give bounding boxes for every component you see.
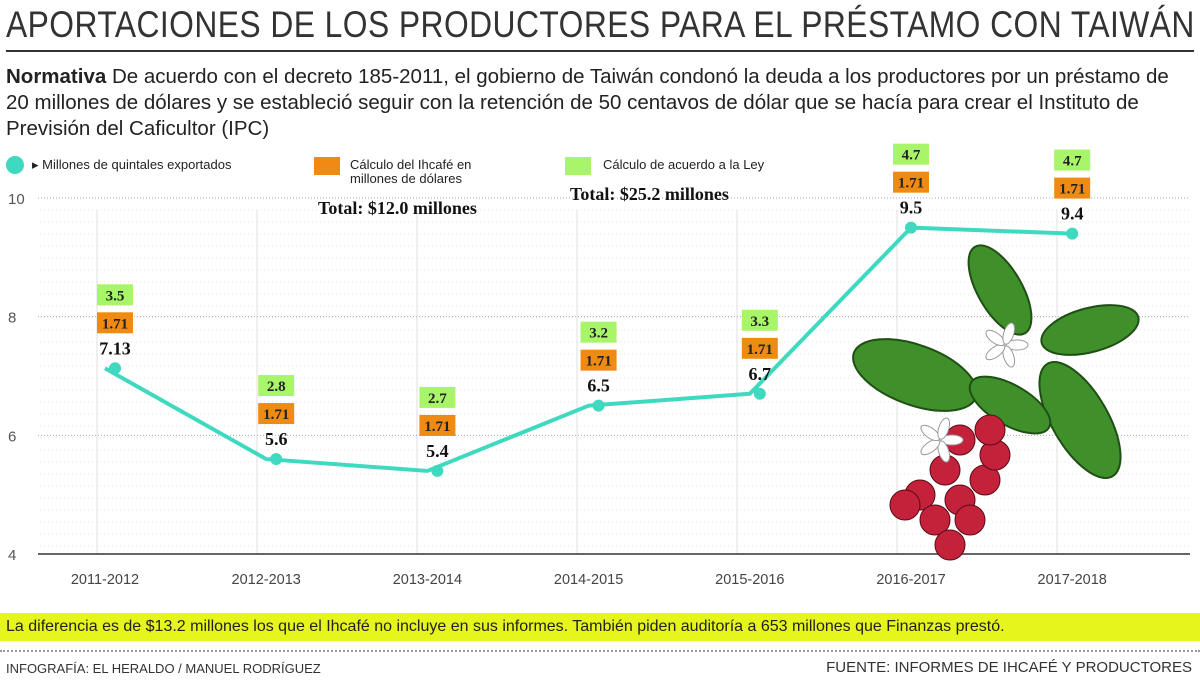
ley-label: 2.7 (428, 391, 447, 407)
coffee-plant-illustration (852, 244, 1140, 561)
ihcafe-box (258, 403, 295, 425)
intro-body: De acuerdo con el decreto 185-2011, el g… (6, 65, 1169, 140)
coffee-flower-petal (985, 343, 1006, 361)
coffee-berry (919, 504, 951, 536)
ihcafe-box (580, 349, 617, 371)
ley-box (893, 143, 929, 165)
point-label: 7.13 (99, 338, 131, 358)
title-divider (6, 50, 1194, 52)
ley-label: 3.3 (750, 314, 769, 330)
ihcafe-label: 1.71 (1059, 182, 1085, 198)
ley-label: 2.8 (267, 379, 286, 395)
coffee-flower-petal (1005, 339, 1029, 351)
data-point (753, 387, 766, 400)
page-title: APORTACIONES DE LOS PRODUCTORES PARA EL … (6, 4, 1195, 45)
y-tick-label: 4 (8, 547, 16, 564)
legend-green: Cálculo de acuerdo a la Ley (603, 157, 765, 172)
x-tick-label: 2016-2017 (876, 572, 945, 588)
coffee-flower-petal (920, 424, 941, 442)
intro-lead: Normativa (6, 65, 107, 88)
legend-orange: Cálculo del Ihcafé en millones de dólare… (350, 158, 471, 186)
credit: INFOGRAFÍA: EL HERALDO / MANUEL RODRÍGUE… (6, 661, 321, 676)
ihcafe-label: 1.71 (747, 342, 773, 358)
legend-green-swatch (565, 157, 591, 175)
ihcafe-label: 1.71 (102, 316, 128, 332)
ley-box (97, 284, 133, 306)
legend-orange-swatch (314, 157, 340, 175)
ley-box (1054, 149, 1091, 171)
ley-box (741, 309, 778, 331)
y-tick-label: 10 (8, 191, 25, 208)
coffee-berry (954, 504, 986, 536)
ihcafe-box (419, 414, 456, 436)
y-tick-label: 8 (8, 310, 16, 327)
ley-box (258, 375, 295, 397)
coffee-flower-petal (1002, 345, 1016, 368)
coffee-berry (974, 414, 1006, 446)
intro-text: Normativa De acuerdo con el decreto 185-… (6, 64, 1196, 142)
ihcafe-box (893, 171, 929, 193)
legend-line-label: ▸ Millones de quintales exportados (32, 157, 232, 172)
point-label: 5.4 (426, 441, 449, 461)
ley-label: 3.2 (589, 326, 608, 342)
coffee-flower-petal (937, 417, 951, 440)
leaf (1038, 360, 1122, 480)
leaf (967, 244, 1033, 336)
coffee-berry (889, 489, 921, 521)
point-label: 5.6 (265, 429, 288, 449)
data-point (270, 453, 283, 466)
ihcafe-label: 1.71 (585, 354, 611, 370)
ihcafe-box (741, 337, 778, 359)
leaf (852, 338, 978, 412)
legend-orange-label-1: Cálculo del Ihcafé en (350, 157, 472, 172)
legend-orange-label-2: millones de dólares (350, 171, 463, 186)
point-label: 9.4 (1061, 204, 1084, 224)
point-label: 6.7 (749, 364, 772, 384)
source: FUENTE: INFORMES DE IHCAFÉ Y PRODUCTORES (826, 659, 1192, 676)
ihcafe-box (1054, 177, 1091, 199)
y-tick-label: 6 (8, 428, 16, 445)
data-point (1066, 227, 1079, 240)
total-ihcafe: Total: $12.0 millones (318, 198, 477, 218)
coffee-flower-petal (920, 438, 941, 456)
ley-label: 3.5 (106, 288, 125, 304)
data-point (592, 399, 605, 412)
coffee-flower-petal (940, 434, 964, 446)
leaf (1040, 304, 1140, 356)
x-tick-label: 2014-2015 (554, 572, 623, 588)
x-tick-label: 2017-2018 (1038, 572, 1107, 588)
footer-divider (0, 650, 1200, 652)
data-point (905, 221, 917, 234)
ley-label: 4.7 (1063, 154, 1082, 170)
coffee-flower-petal (937, 440, 951, 463)
ihcafe-label: 1.71 (898, 176, 924, 192)
x-tick-label: 2012-2013 (232, 572, 301, 588)
x-tick-label: 2013-2014 (393, 572, 462, 588)
ley-label: 4.7 (902, 148, 921, 164)
x-tick-label: 2011-2012 (71, 572, 139, 588)
coffee-flower-petal (985, 329, 1006, 347)
x-tick-label: 2015-2016 (715, 572, 784, 588)
ihcafe-label: 1.71 (424, 419, 450, 435)
legend-line-marker (6, 156, 24, 174)
coffee-berry (934, 529, 966, 561)
ihcafe-label: 1.71 (263, 407, 289, 423)
highlight-note: La diferencia es de $13.2 millones los q… (0, 613, 1200, 641)
point-label: 9.5 (900, 198, 923, 218)
ley-box (580, 321, 617, 343)
ihcafe-box (97, 312, 133, 334)
data-point (109, 362, 121, 375)
ley-box (419, 386, 456, 408)
point-label: 6.5 (587, 376, 610, 396)
total-ley: Total: $25.2 millones (570, 184, 729, 204)
coffee-flower-petal (1002, 322, 1016, 345)
data-point (431, 464, 444, 477)
